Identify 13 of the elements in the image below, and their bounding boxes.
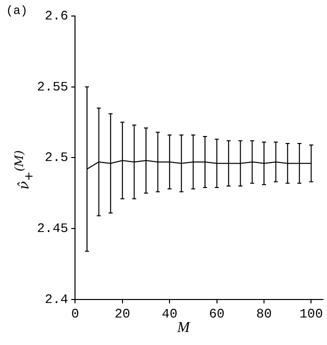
y-tick-label: 2.6: [44, 8, 68, 24]
x-tick-label: 100: [299, 306, 323, 322]
x-tick-label: 0: [71, 306, 80, 322]
y-tick-label: 2.5: [44, 150, 68, 166]
text: (a): [6, 4, 28, 18]
x-tick-label: 40: [162, 306, 178, 322]
x-axis-title: M: [176, 320, 192, 337]
x-tick-label: 80: [256, 306, 272, 322]
x-tick-label: 60: [208, 306, 225, 322]
y-tick-label: 2.45: [36, 220, 68, 236]
x-tick-label: 20: [114, 306, 130, 322]
y-tick-label: 2.55: [36, 79, 68, 94]
y-tick-label: 2.4: [44, 292, 68, 307]
